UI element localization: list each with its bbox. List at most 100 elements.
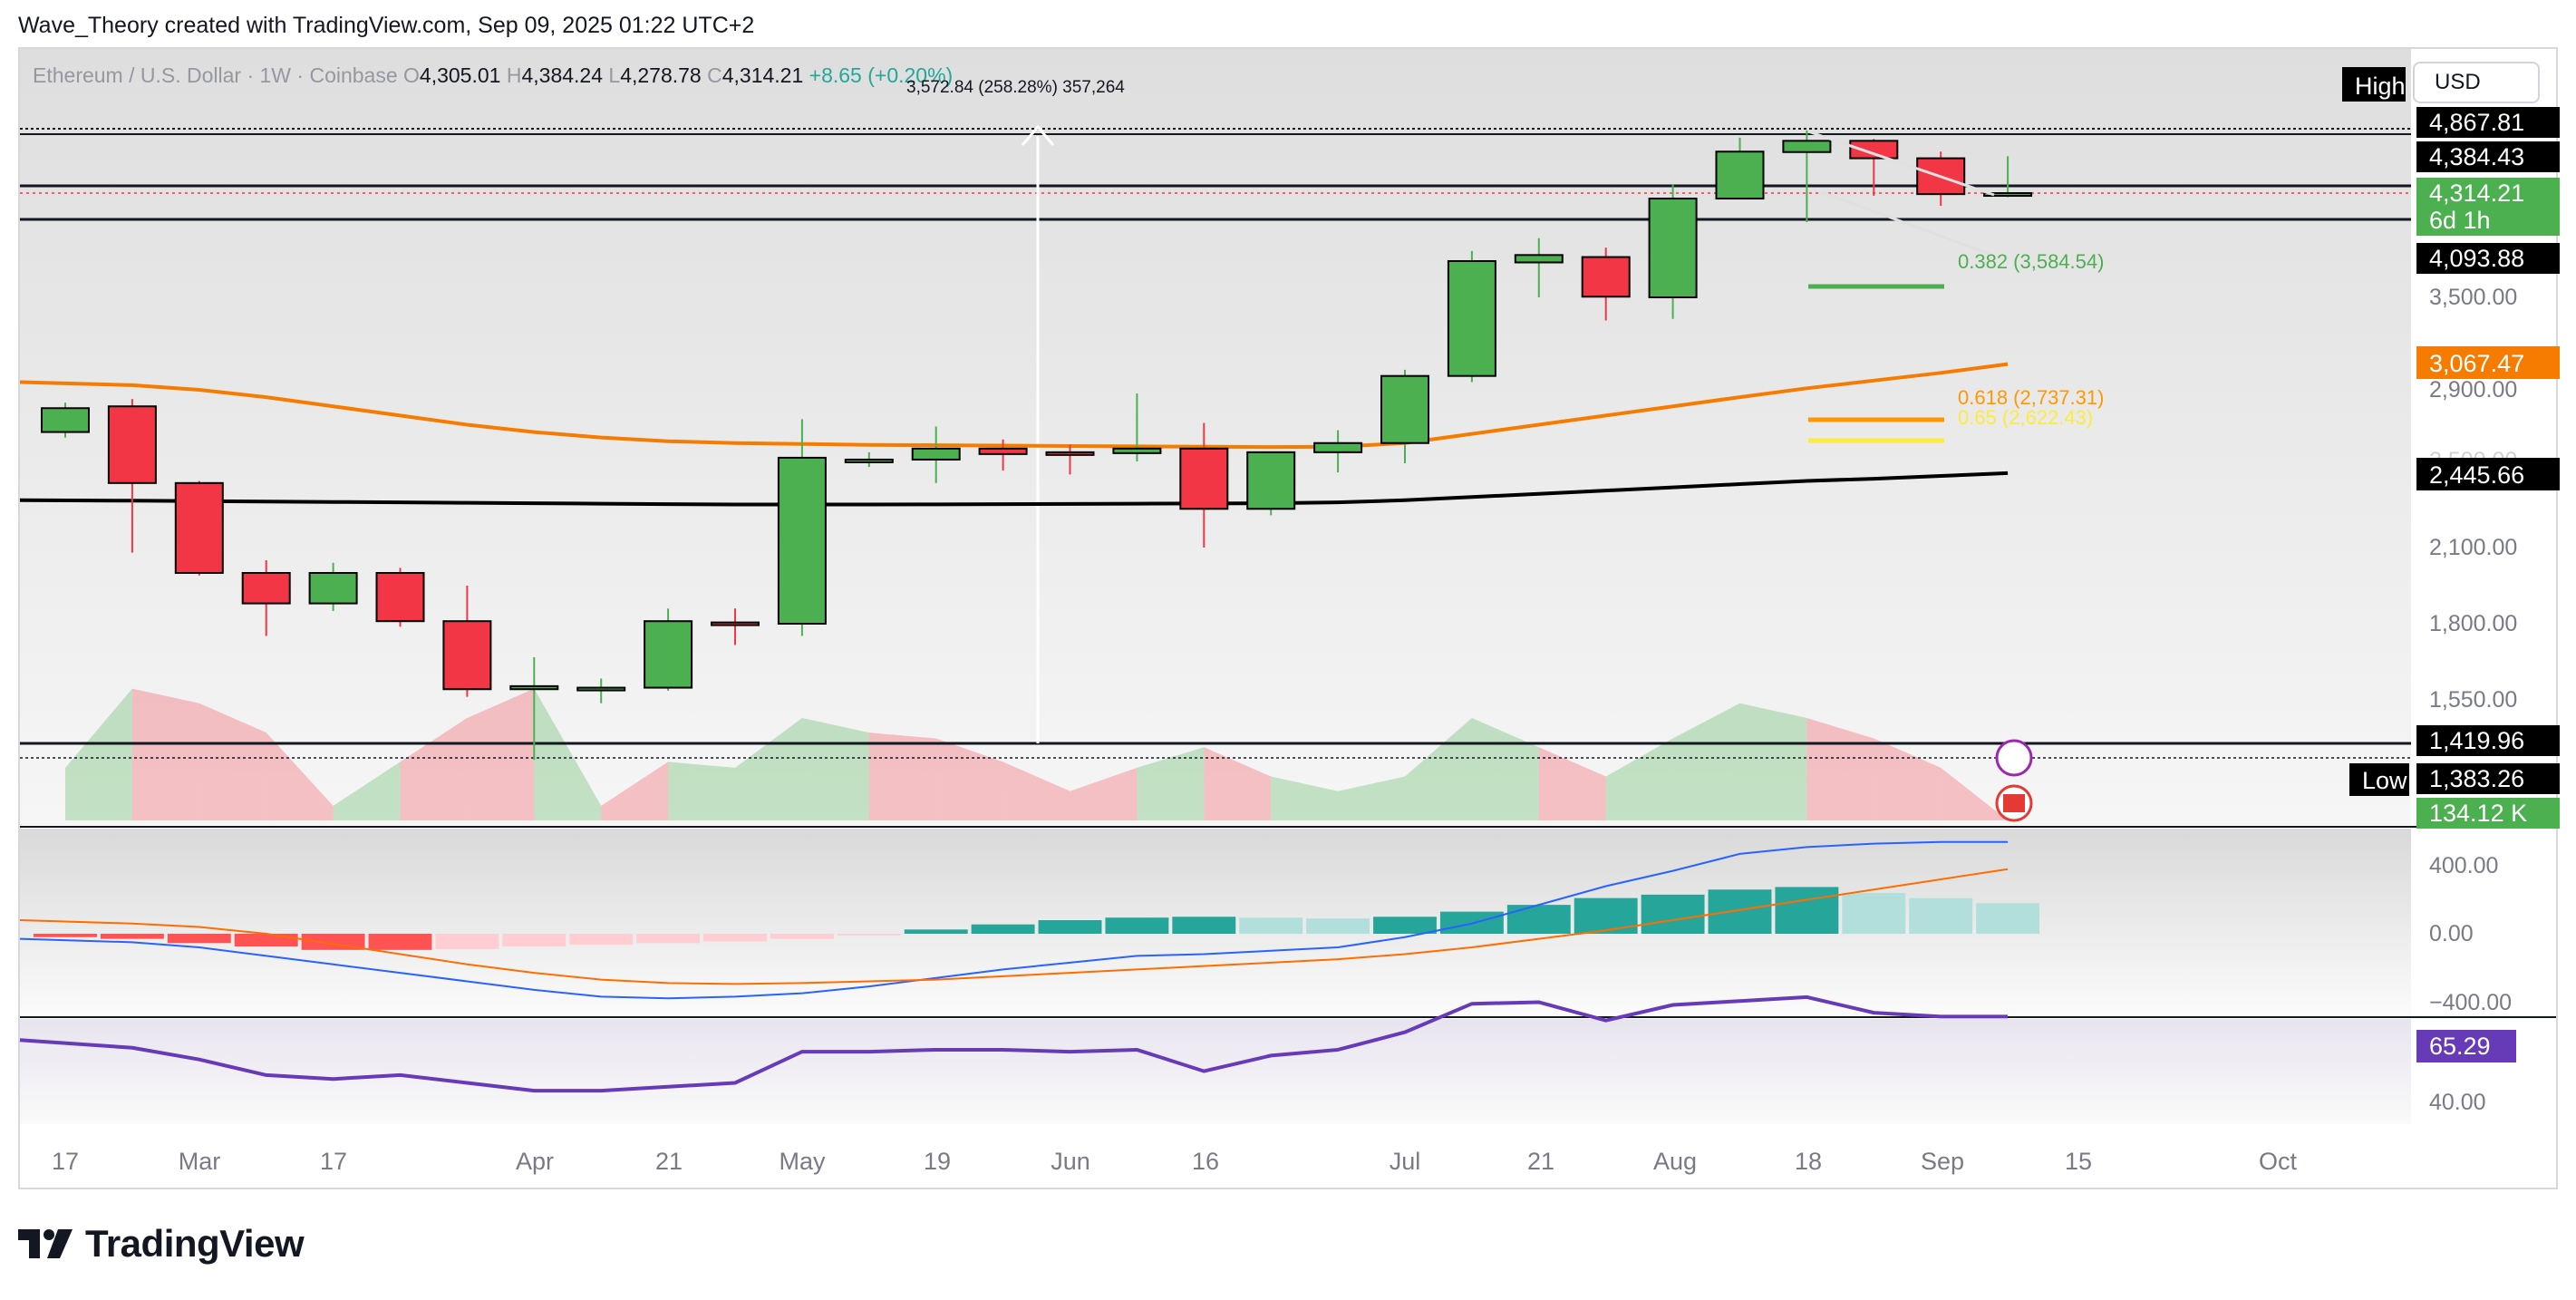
price-axis-tag-text: 1,383.26 xyxy=(2429,765,2524,792)
attribution-text: Wave_Theory created with TradingView.com… xyxy=(18,13,755,38)
macd-histogram-bar xyxy=(435,934,499,949)
price-axis-tag xyxy=(2416,346,2560,379)
us-flag-event-icon xyxy=(2003,794,2025,812)
macd-line xyxy=(19,840,2009,1000)
macd-histogram-bar xyxy=(1306,918,1370,934)
low-value: 4,278.78 xyxy=(620,63,702,87)
price-axis-tag xyxy=(2416,763,2560,794)
open-label: O xyxy=(403,63,420,87)
candle-body xyxy=(174,481,224,574)
time-axis-label: 21 xyxy=(655,1148,683,1175)
candle-body xyxy=(1447,259,1496,377)
time-axis-label: Oct xyxy=(2259,1148,2298,1175)
macd-histogram-bar xyxy=(167,934,231,944)
volume-area-segment xyxy=(1874,738,1942,820)
open-value: 4,305.01 xyxy=(419,63,501,87)
price-tick-label: 1,800.00 xyxy=(2429,611,2517,636)
macd-histogram-bar xyxy=(971,924,1035,934)
price-axis-tag-text: 4,314.21 xyxy=(2429,179,2524,207)
measure-label: 3,572.84 (258.28%) 357,264 xyxy=(906,78,1125,97)
volume-area-segment xyxy=(1002,762,1070,820)
low-label: L xyxy=(608,63,621,87)
macd-histogram-bar xyxy=(1909,897,1973,934)
price-axis-tag-text: 2,445.66 xyxy=(2429,461,2524,489)
volume-area-segment xyxy=(333,762,401,820)
change-value: +8.65 (+0.20%) xyxy=(809,63,954,87)
macd-histogram-bar xyxy=(1172,917,1236,934)
candle-body xyxy=(644,620,693,689)
time-axis-label: 17 xyxy=(320,1148,347,1175)
volume-area-segment xyxy=(668,762,735,820)
candle-body xyxy=(777,456,827,626)
candle-body xyxy=(1112,447,1162,454)
candle-body xyxy=(1648,198,1698,298)
price-axis-tag-text: 134.12 K xyxy=(2429,800,2527,827)
macd-histogram-bar xyxy=(368,934,432,950)
macd-histogram-bar xyxy=(1842,893,1906,934)
macd-histogram-bar xyxy=(1708,889,1772,934)
macd-histogram-bar xyxy=(1038,920,1102,934)
currency-button[interactable]: USD xyxy=(2413,62,2540,103)
candle-body xyxy=(1313,441,1363,453)
candle-body xyxy=(844,458,894,463)
fib-label: 0.618 (2,737.31) xyxy=(1958,386,2104,409)
volume-area-segment xyxy=(1941,767,2009,820)
time-axis-label: Sep xyxy=(1921,1148,1964,1175)
macd-tick-label: 400.00 xyxy=(2429,853,2498,878)
price-axis-tag xyxy=(2416,458,2560,490)
macd-tick-label: 0.00 xyxy=(2429,921,2474,946)
volume-area-segment xyxy=(1271,776,1339,820)
chart-frame xyxy=(18,47,2558,1189)
candle-body xyxy=(1849,140,1899,160)
price-axis-tag xyxy=(2342,67,2406,102)
signal-line xyxy=(19,868,2009,985)
price-axis-tag xyxy=(2416,107,2560,138)
macd-histogram-bar xyxy=(837,934,901,936)
brand-logo[interactable]: TradingView xyxy=(18,1222,305,1266)
volume-area-segment xyxy=(65,688,132,820)
candle-body xyxy=(1581,256,1631,298)
macd-histogram-bar xyxy=(100,934,164,939)
price-axis-tag xyxy=(2416,243,2560,274)
candle-body xyxy=(509,684,559,691)
candle-body xyxy=(1514,254,1564,264)
macd-histogram-bar xyxy=(1373,917,1437,934)
time-axis-label: 15 xyxy=(2065,1148,2092,1175)
rsi-pane-bg xyxy=(20,1019,2411,1124)
macd-histogram-bar xyxy=(234,934,298,947)
main-pane-bg xyxy=(20,49,2411,825)
close-label: C xyxy=(707,63,722,87)
volume-area-segment xyxy=(467,688,535,820)
price-axis-tag-text: 4,867.81 xyxy=(2429,109,2524,136)
volume-area-segment xyxy=(1137,747,1205,820)
volume-area-segment xyxy=(1538,747,1606,820)
time-axis-label: Mar xyxy=(179,1148,221,1175)
volume-area-segment xyxy=(1204,747,1272,820)
volume-area-segment xyxy=(534,688,602,820)
candle-body xyxy=(1045,451,1095,456)
price-axis-tag-text: 4,384.43 xyxy=(2429,143,2524,170)
candle-body xyxy=(1715,150,1765,200)
trend-line-upper xyxy=(1807,130,1995,197)
volume-area-segment xyxy=(935,738,1003,820)
price-axis-tag xyxy=(2416,178,2560,209)
fib-label: 0.65 (2,622.43) xyxy=(1958,406,2093,429)
high-label: H xyxy=(506,63,522,87)
price-axis-tag-text: 4,093.88 xyxy=(2429,245,2524,272)
time-axis-label: May xyxy=(779,1148,826,1175)
rsi-tick-label: 40.00 xyxy=(2429,1090,2486,1115)
macd-histogram-bar xyxy=(703,934,767,942)
macd-histogram-bar xyxy=(1239,917,1303,934)
candle-body xyxy=(442,620,492,691)
price-axis-tag xyxy=(2416,141,2560,172)
volume-area-segment xyxy=(131,688,199,820)
rsi-current-tag-text: 65.29 xyxy=(2429,1033,2491,1060)
time-axis-label: Jun xyxy=(1051,1148,1090,1175)
macd-histogram-bar xyxy=(1976,903,2040,934)
volume-area-segment xyxy=(199,703,266,820)
volume-area-segment xyxy=(601,762,669,820)
macd-histogram-bar xyxy=(770,934,834,939)
price-axis-tag-text: 6d 1h xyxy=(2429,207,2491,234)
candle-body xyxy=(1179,447,1229,510)
